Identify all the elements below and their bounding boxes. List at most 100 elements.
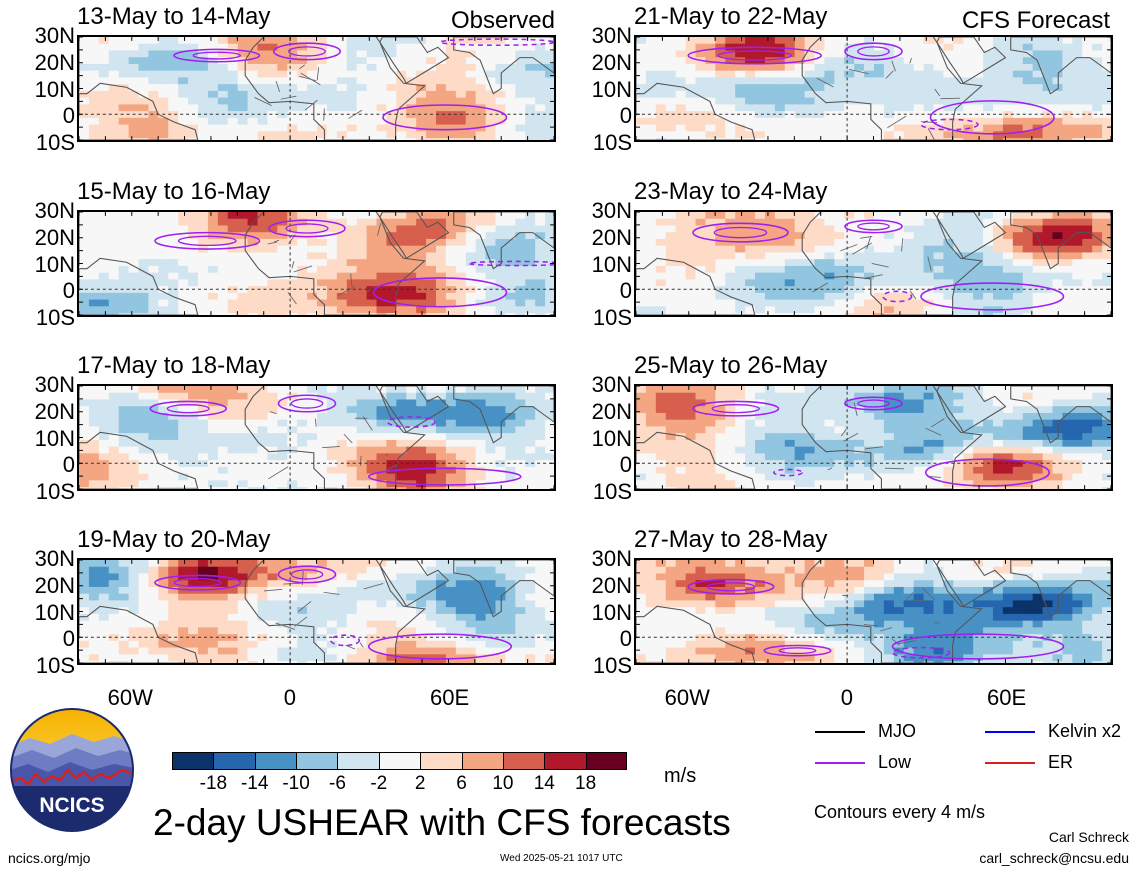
shear-map-graphic (636, 386, 1111, 489)
lat-label: 10S (35, 653, 75, 678)
colorbar-swatch (337, 752, 380, 770)
panel-title-left-1: 13-May to 14-May (77, 3, 271, 30)
lat-label: 0 (62, 452, 75, 478)
shear-map-graphic (79, 560, 554, 663)
shear-map-left-3 (77, 384, 556, 491)
lat-label: 10N (34, 76, 75, 102)
panel-title-left-2: 15-May to 16-May (77, 178, 271, 205)
lat-label: 10S (35, 479, 75, 504)
lat-label: 30N (34, 372, 75, 397)
colorbar-tick-label: -14 (240, 773, 269, 794)
ncics-logo-icon: NCICS (10, 708, 134, 832)
shear-map-graphic (79, 386, 554, 489)
colorbar-swatch (296, 752, 338, 770)
panel-title-left-3: 17-May to 18-May (77, 352, 271, 379)
footer-url[interactable]: ncics.org/mjo (8, 850, 91, 866)
shear-map-graphic (636, 212, 1111, 315)
lon-label: 0 (840, 685, 853, 710)
shear-map-left-4 (77, 558, 556, 665)
lon-label: 0 (283, 685, 296, 710)
shear-map-graphic (79, 37, 554, 140)
colorbar-tick-label: 14 (533, 773, 555, 794)
colorbar-tick-label: -6 (329, 773, 346, 794)
lat-label: 20N (34, 224, 75, 250)
colorbar-tick-label: 6 (456, 773, 467, 794)
cfs-forecast-label: CFS Forecast (961, 7, 1110, 34)
panel-title-right-2: 23-May to 24-May (634, 178, 828, 205)
lat-label: 10N (591, 251, 632, 277)
legend-label: ER (1048, 752, 1074, 772)
lat-label: 30N (34, 546, 75, 571)
colorbar-tick-label: -10 (282, 773, 310, 794)
colorbar-tick-label: 2 (414, 773, 426, 794)
lat-label: 0 (619, 626, 632, 652)
lat-label: 20N (591, 572, 632, 598)
observed-label: Observed (450, 7, 555, 34)
logo-text: NCICS (39, 794, 104, 817)
shear-map-right-1 (634, 35, 1113, 142)
shear-map-left-1 (77, 35, 556, 142)
colorbar-unit: m/s (664, 765, 697, 787)
shear-map-graphic (636, 560, 1111, 663)
lat-label: 20N (591, 398, 632, 424)
colorbar (172, 752, 628, 772)
panel-title-left-4: 19-May to 20-May (77, 526, 271, 553)
lat-label: 10N (591, 76, 632, 102)
legend-line-mjo (815, 731, 865, 733)
lon-label: 60W (664, 685, 710, 710)
lat-label: 20N (591, 224, 632, 250)
shear-map-right-3 (634, 384, 1113, 491)
lat-label: 10S (592, 479, 632, 504)
colorbar-swatch (254, 752, 297, 770)
colorbar-swatch (544, 752, 587, 770)
lat-label: 0 (619, 103, 632, 129)
lat-label: 10S (592, 305, 632, 330)
lat-label: 0 (62, 278, 75, 304)
footer-email[interactable]: carl_schreck@ncsu.edu (979, 850, 1129, 866)
lon-label: 60E (986, 685, 1027, 710)
shear-map-right-4 (634, 558, 1113, 665)
legend-line-er (985, 762, 1035, 764)
colorbar-tick-label: 10 (492, 773, 514, 794)
lat-label: 20N (591, 49, 632, 75)
panel-title-right-4: 27-May to 28-May (634, 526, 828, 553)
lat-label: 0 (62, 626, 75, 652)
colorbar-swatch (172, 752, 214, 770)
lon-label: 60W (107, 685, 153, 710)
colorbar-swatch (585, 752, 628, 770)
colorbar-swatch (461, 752, 504, 770)
legend-label: MJO (878, 721, 916, 741)
lat-label: 10N (591, 425, 632, 451)
lat-label: 10S (35, 130, 75, 155)
contour-note: Contours every 4 m/s (814, 802, 986, 822)
colorbar-tick-label: 18 (575, 773, 597, 794)
lat-label: 10S (592, 653, 632, 678)
panel-title-right-1: 21-May to 22-May (634, 3, 828, 30)
legend-line-kelvin-x2 (985, 731, 1035, 733)
lat-label: 0 (62, 103, 75, 129)
lat-label: 10N (34, 599, 75, 625)
lat-label: 10S (35, 305, 75, 330)
lat-label: 20N (34, 398, 75, 424)
lat-label: 30N (34, 23, 75, 48)
lat-label: 10N (34, 251, 75, 277)
lat-label: 0 (619, 278, 632, 304)
legend-label: Low (878, 752, 912, 772)
lat-label: 20N (34, 572, 75, 598)
lat-label: 10N (591, 599, 632, 625)
lat-label: 10S (592, 130, 632, 155)
lat-label: 10N (34, 425, 75, 451)
shear-map-left-2 (77, 210, 556, 317)
footer-author: Carl Schreck (1048, 829, 1129, 845)
colorbar-tick-label: -18 (199, 773, 228, 794)
lat-label: 0 (619, 452, 632, 478)
shear-map-graphic (79, 212, 554, 315)
shear-map-right-2 (634, 210, 1113, 317)
lat-label: 30N (591, 198, 632, 223)
colorbar-swatch (378, 752, 421, 770)
panel-title-right-3: 25-May to 26-May (634, 352, 828, 379)
ncics-logo: NCICS (10, 708, 134, 832)
colorbar-swatch (213, 752, 256, 770)
lat-label: 30N (34, 198, 75, 223)
legend-label: Kelvin x2 (1048, 721, 1122, 741)
